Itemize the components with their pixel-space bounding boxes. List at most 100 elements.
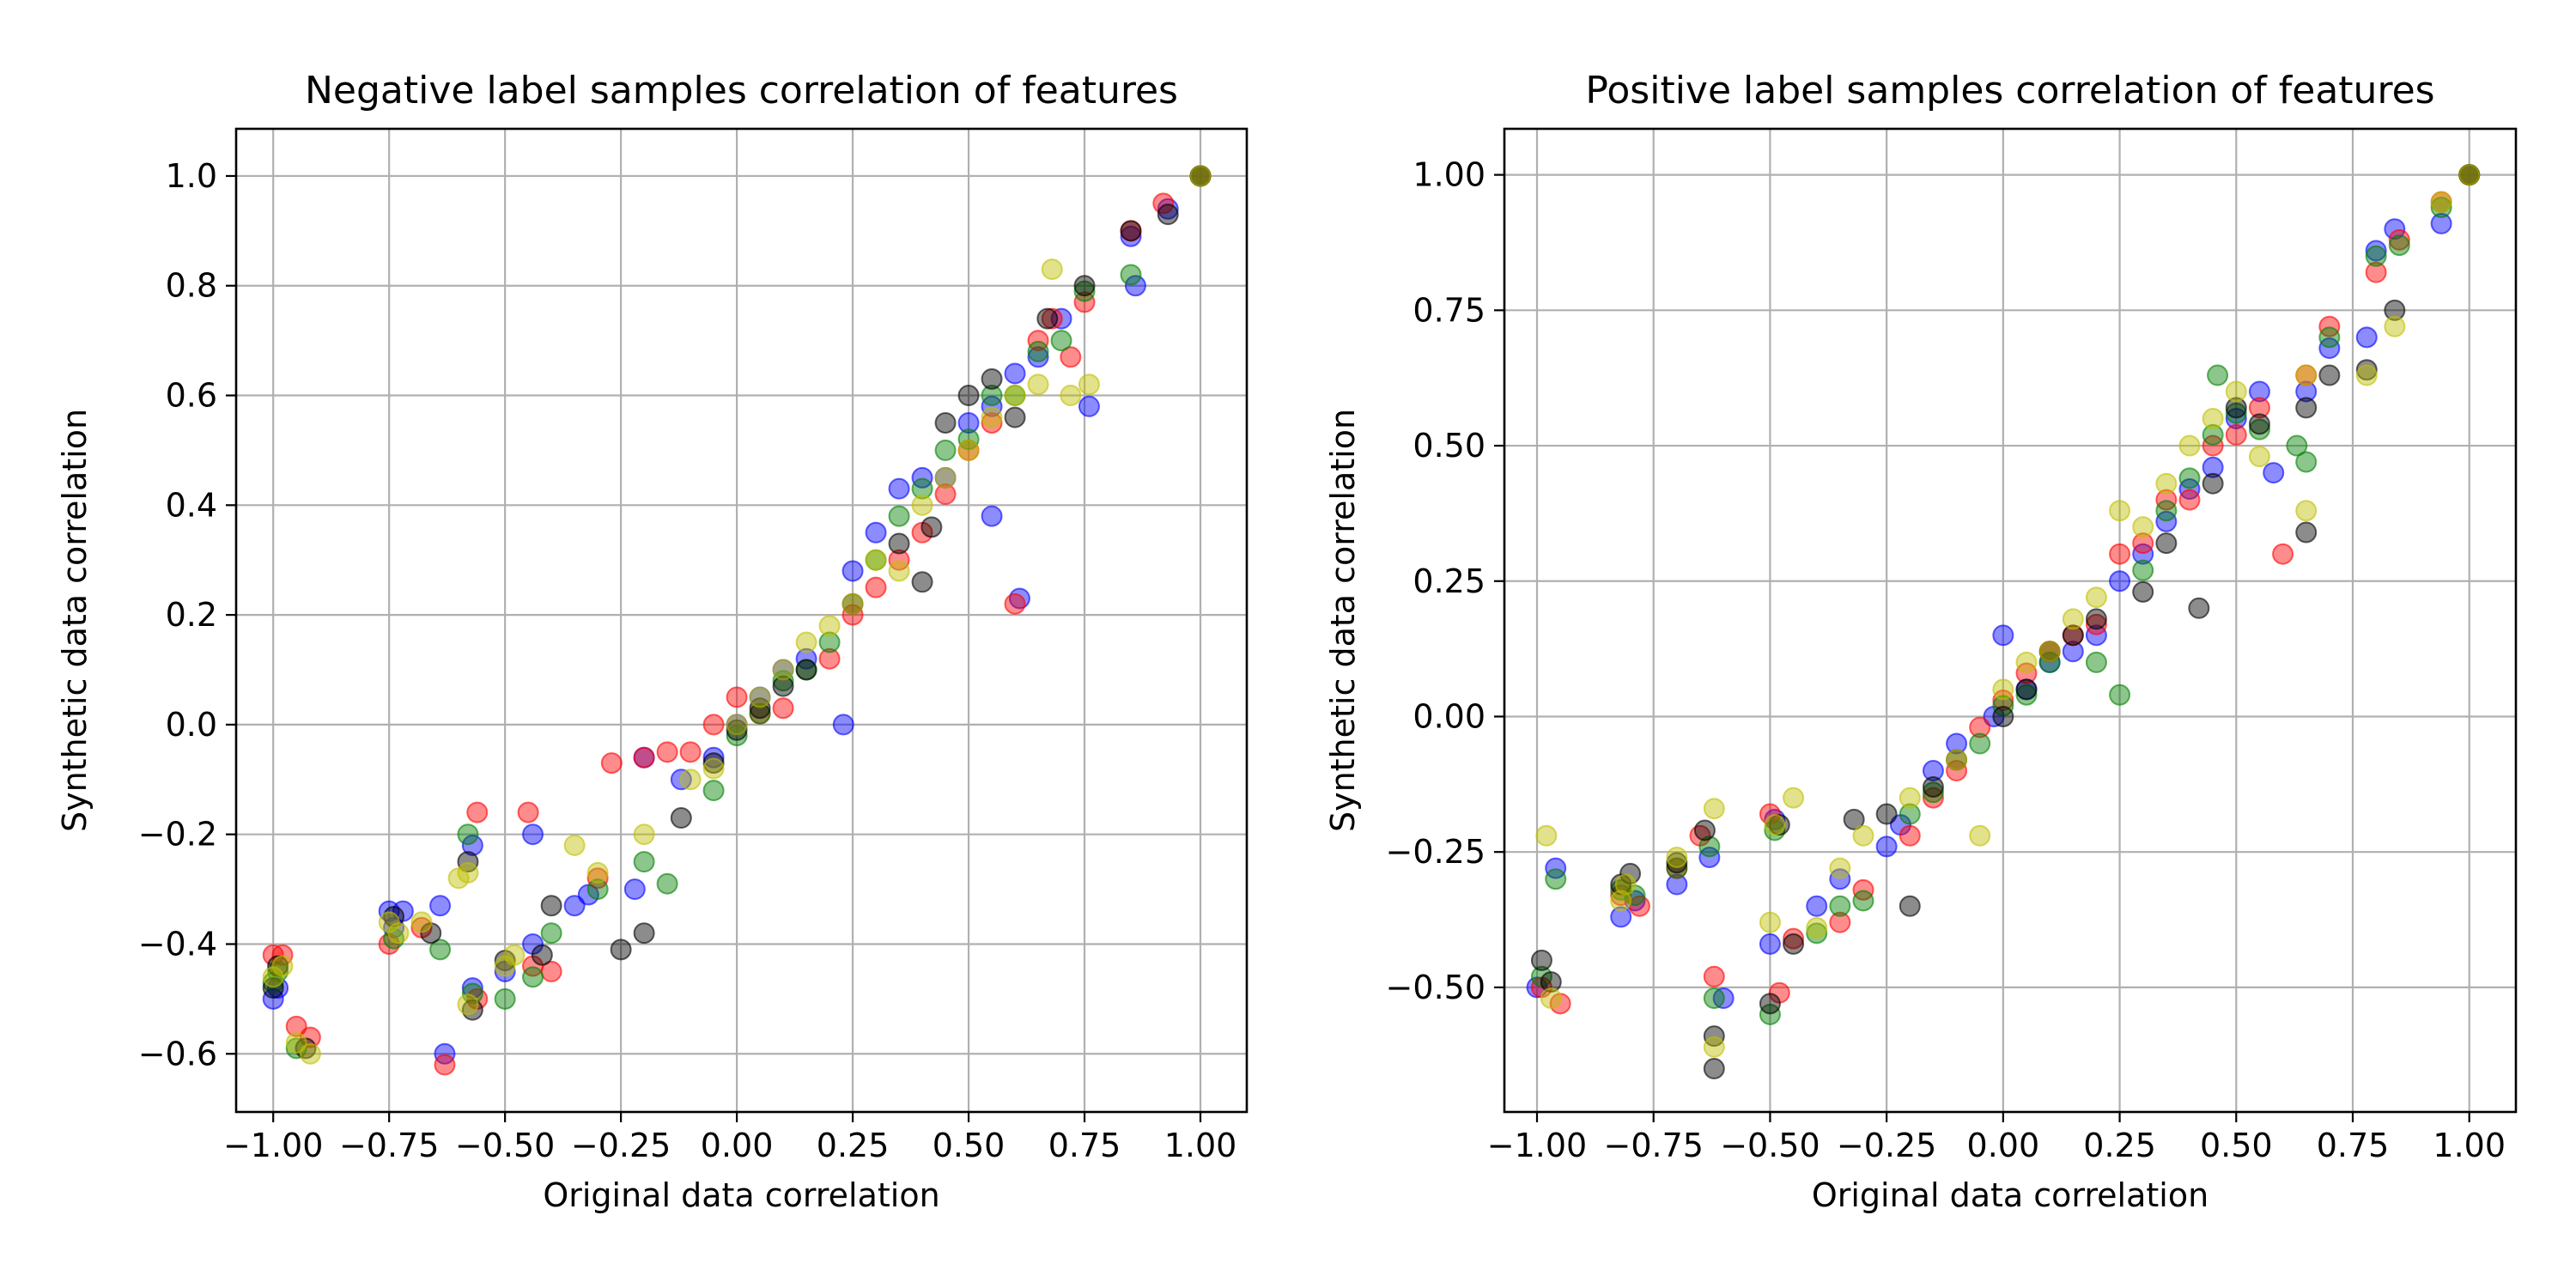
scatter-point: [1899, 787, 1921, 809]
scatter-point: [610, 939, 632, 961]
scatter-point: [1078, 395, 1100, 417]
grid-lines: [236, 129, 1247, 1112]
scatter-point: [522, 966, 544, 988]
scatter-point: [2248, 413, 2270, 435]
scatter-point: [1992, 678, 2014, 701]
scatter-point: [494, 960, 516, 982]
scatter-point: [387, 922, 410, 945]
plot-frame: [1503, 127, 2518, 1114]
scatter-point: [656, 872, 678, 895]
scatter-point: [2295, 451, 2318, 473]
scatter-point: [1829, 911, 1851, 933]
scatter-point: [429, 939, 452, 961]
scatter-point: [1829, 857, 1851, 879]
scatter-point: [888, 532, 910, 555]
x-tick-label: 0.25: [817, 1127, 890, 1164]
x-tick-label: −0.50: [1720, 1127, 1820, 1164]
scatter-point: [726, 719, 748, 741]
panel-positive-label: Positive label samples correlation of fe…: [1324, 69, 2518, 1214]
scatter-point: [1027, 340, 1049, 362]
y-tick-label: −0.50: [1386, 969, 1485, 1006]
scatter-point: [2062, 608, 2084, 630]
x-axis-label: Original data correlation: [543, 1176, 939, 1214]
scatter-point: [957, 411, 980, 434]
scatter-point: [633, 922, 655, 945]
scatter-point: [1666, 857, 1688, 879]
scatter-point: [2248, 446, 2270, 468]
scatter-point: [1698, 835, 1721, 858]
scatter-point: [934, 439, 957, 461]
scatter-point: [981, 406, 1003, 428]
scatter-point: [2132, 543, 2154, 565]
scatter-point: [934, 483, 957, 506]
scatter-point: [934, 466, 957, 489]
scatter-point: [2202, 434, 2224, 457]
scatter-point: [1899, 895, 1921, 917]
scatter-point: [1060, 385, 1082, 407]
scatter-point: [656, 741, 678, 763]
scatter-point: [2263, 462, 2285, 484]
scatter-point: [1899, 803, 1921, 825]
scatter-point: [888, 505, 910, 527]
scatter-point: [262, 977, 284, 999]
scatter-point: [1693, 819, 1716, 841]
scatter-point: [1992, 695, 2014, 717]
scatter-point: [1060, 346, 1082, 368]
y-tick-label: 0.8: [166, 267, 217, 305]
scatter-point: [749, 702, 771, 725]
scatter-point: [2225, 402, 2247, 424]
scatter-point: [2318, 326, 2341, 349]
scatter-point: [2286, 434, 2308, 457]
x-tick-label: 0.75: [2317, 1127, 2390, 1164]
scatter-point: [1969, 732, 1991, 755]
scatter-point: [1875, 803, 1898, 825]
scatter-point: [1036, 307, 1059, 330]
scatter-point: [1969, 824, 1991, 847]
scatter-point: [1120, 220, 1142, 242]
y-tick-label: 0.6: [166, 377, 217, 415]
scatter-point: [586, 878, 609, 901]
scatter-point: [271, 944, 294, 966]
x-tick-label: 0.00: [701, 1127, 774, 1164]
scatter-point: [2015, 651, 2038, 673]
scatter-point: [267, 955, 289, 977]
scatter-points: [1526, 164, 2481, 1080]
scatter-point: [1806, 917, 1828, 939]
y-tick-label: −0.2: [138, 816, 217, 854]
scatter-point: [702, 780, 725, 802]
scatter-point: [1922, 787, 1944, 809]
scatter-point: [2355, 364, 2378, 386]
scatter-point: [2178, 467, 2201, 489]
scatter-point: [2178, 478, 2201, 501]
scatter-point: [633, 851, 655, 873]
y-tick-label: 0.75: [1413, 291, 1485, 329]
scatter-point: [2085, 651, 2107, 673]
scatter-point: [888, 549, 910, 571]
scatter-point: [1027, 346, 1049, 368]
y-tick-label: −0.25: [1386, 833, 1485, 871]
scatter-point: [461, 834, 483, 856]
scatter-point: [2458, 164, 2481, 186]
scatter-point: [2109, 570, 2131, 592]
scatter-point: [586, 867, 609, 890]
scatter-point: [2202, 408, 2224, 430]
scatter-point: [1843, 808, 1865, 830]
scatter-point: [1922, 760, 1944, 782]
scatter-point: [1540, 987, 1562, 1010]
scatter-point: [2202, 456, 2224, 478]
x-tick-label: 0.75: [1048, 1127, 1121, 1164]
scatter-point: [285, 1015, 307, 1037]
scatter-point: [1004, 592, 1026, 615]
scatter-point: [911, 571, 933, 593]
scatter-point: [865, 549, 887, 571]
scatter-point: [1120, 264, 1142, 286]
y-tick-label: −0.6: [138, 1035, 217, 1072]
scatter-point: [865, 521, 887, 544]
scatter-point: [600, 752, 623, 775]
scatter-point: [1899, 824, 1921, 847]
scatter-point: [2318, 364, 2341, 386]
scatter-point: [1759, 993, 1781, 1015]
scatter-point: [2155, 532, 2178, 555]
scatter-point: [1610, 906, 1632, 928]
